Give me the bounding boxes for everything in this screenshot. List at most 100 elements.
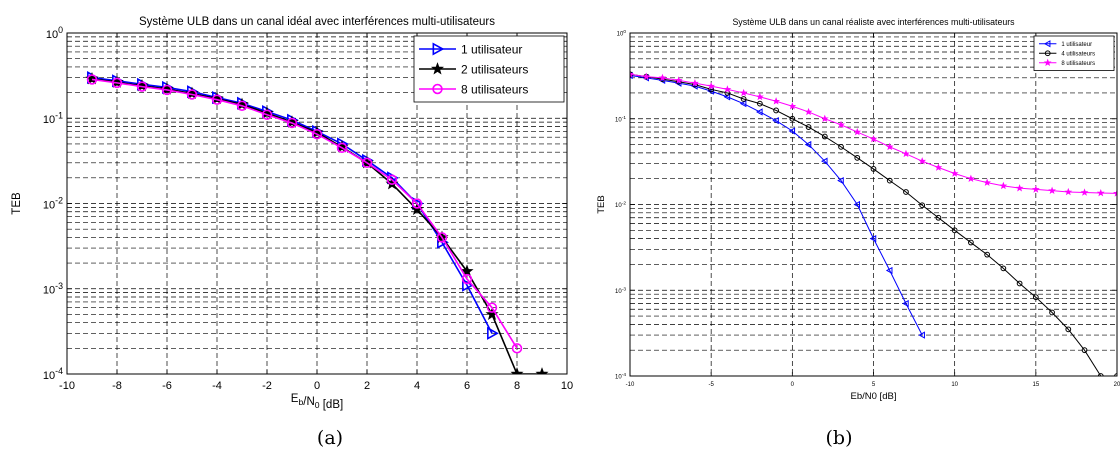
legend-label: 2 utilisateurs bbox=[461, 63, 528, 77]
y-tick-label: 10-4 bbox=[615, 372, 626, 381]
x-tick-label: 10 bbox=[561, 380, 573, 392]
legend-marker bbox=[1044, 50, 1051, 57]
y-tick-label: 10-2 bbox=[615, 201, 626, 210]
data-point bbox=[755, 92, 764, 101]
legend-entry: 4 utilisateurs bbox=[1039, 50, 1095, 58]
data-point bbox=[485, 307, 499, 320]
data-point bbox=[111, 77, 123, 89]
legend-marker bbox=[432, 83, 443, 95]
data-point bbox=[837, 176, 844, 185]
data-point bbox=[286, 117, 298, 129]
data-point bbox=[1000, 265, 1007, 272]
data-point bbox=[410, 202, 424, 216]
data-point bbox=[630, 70, 634, 78]
data-point bbox=[934, 163, 943, 171]
data-point bbox=[837, 120, 845, 129]
data-point bbox=[1080, 188, 1089, 196]
data-point bbox=[1081, 347, 1088, 354]
x-axis-label: Eb/N0 [dB] bbox=[291, 393, 343, 411]
x-tick-label: 20 bbox=[1114, 382, 1120, 388]
data-point bbox=[902, 299, 909, 308]
data-point bbox=[235, 97, 249, 111]
data-point bbox=[820, 114, 829, 123]
y-axis-label: TEB bbox=[596, 195, 607, 213]
x-tick-label: 15 bbox=[1032, 382, 1039, 388]
data-point bbox=[804, 107, 813, 116]
x-tick-label: -5 bbox=[708, 382, 714, 388]
legend-marker bbox=[430, 62, 445, 75]
panel-caption: (b) bbox=[826, 427, 853, 449]
data-point bbox=[1015, 184, 1024, 192]
data-point bbox=[756, 108, 763, 116]
x-tick-label: -4 bbox=[212, 380, 222, 392]
data-point bbox=[984, 251, 991, 258]
x-tick-label: 2 bbox=[364, 380, 370, 392]
data-point bbox=[838, 143, 844, 150]
data-point bbox=[1031, 185, 1040, 193]
legend-marker bbox=[432, 42, 445, 56]
x-tick-label: -8 bbox=[112, 380, 122, 392]
chart-title: Système ULB dans un canal réaliste avec … bbox=[732, 17, 1015, 27]
x-tick-label: -2 bbox=[262, 380, 272, 392]
y-tick-label: 100 bbox=[46, 25, 63, 41]
data-point bbox=[487, 326, 499, 340]
y-tick-label: 10-2 bbox=[43, 196, 63, 212]
data-point bbox=[902, 149, 910, 158]
data-point bbox=[886, 177, 893, 184]
x-tick-label: 4 bbox=[414, 380, 420, 392]
data-point bbox=[885, 142, 894, 151]
series-line bbox=[630, 73, 1117, 376]
data-point bbox=[854, 154, 861, 161]
data-point bbox=[511, 343, 523, 354]
chart-b: -10 -5 0 5 10 15 20 10-4 10-3 10-2 10-1 100 Système … bbox=[596, 17, 1120, 449]
x-tick-label: -6 bbox=[162, 380, 172, 392]
legend-label: 1 utilisateur bbox=[461, 43, 522, 57]
data-point bbox=[186, 89, 198, 100]
data-point bbox=[1096, 188, 1105, 197]
data-point bbox=[967, 174, 975, 182]
data-point bbox=[788, 127, 796, 135]
data-point bbox=[361, 157, 373, 169]
x-tick-label: 0 bbox=[791, 382, 795, 388]
data-point bbox=[820, 157, 828, 165]
data-point bbox=[772, 97, 780, 105]
data-point bbox=[658, 73, 667, 82]
data-point bbox=[869, 234, 877, 243]
series-8-utilisateurs bbox=[630, 70, 1117, 197]
data-point bbox=[1065, 326, 1072, 333]
data-point bbox=[951, 227, 958, 234]
legend: 1 utilisateur 4 utilisateurs 8 utilisateur… bbox=[1033, 35, 1115, 71]
data-point bbox=[903, 189, 909, 195]
ticks: -10 -5 0 5 10 15 20 10-4 10-3 10-2 10-1 100 bbox=[615, 29, 1120, 388]
x-axis-label: Eb/N0 [dB] bbox=[851, 391, 897, 402]
data-point bbox=[486, 302, 498, 313]
data-point bbox=[236, 100, 248, 112]
x-tick-label: 0 bbox=[314, 380, 320, 392]
legend-marker bbox=[1043, 58, 1052, 67]
data-point bbox=[723, 85, 732, 93]
legend-entry: 2 utilisateurs bbox=[419, 62, 528, 77]
data-point bbox=[411, 198, 423, 209]
legend-entry: 1 utilisateur bbox=[419, 42, 522, 57]
y-tick-label: 10-1 bbox=[43, 110, 63, 126]
x-tick-label: 8 bbox=[514, 380, 520, 392]
data-point bbox=[756, 100, 763, 107]
series-4-utilisateurs bbox=[630, 71, 1117, 376]
data-point bbox=[707, 82, 716, 90]
series-line bbox=[630, 74, 923, 336]
data-point bbox=[260, 106, 274, 119]
legend-entry: 8 utilisateurs bbox=[419, 83, 528, 97]
data-point bbox=[739, 88, 748, 97]
data-point bbox=[261, 109, 273, 120]
data-point bbox=[772, 117, 779, 125]
data-point bbox=[983, 178, 992, 186]
data-point bbox=[461, 273, 473, 285]
data-point bbox=[935, 214, 942, 221]
data-point bbox=[210, 91, 224, 105]
data-point bbox=[805, 124, 812, 130]
data-point bbox=[535, 367, 549, 374]
data-point bbox=[386, 174, 398, 185]
data-point bbox=[436, 232, 448, 243]
data-point bbox=[1016, 280, 1023, 287]
